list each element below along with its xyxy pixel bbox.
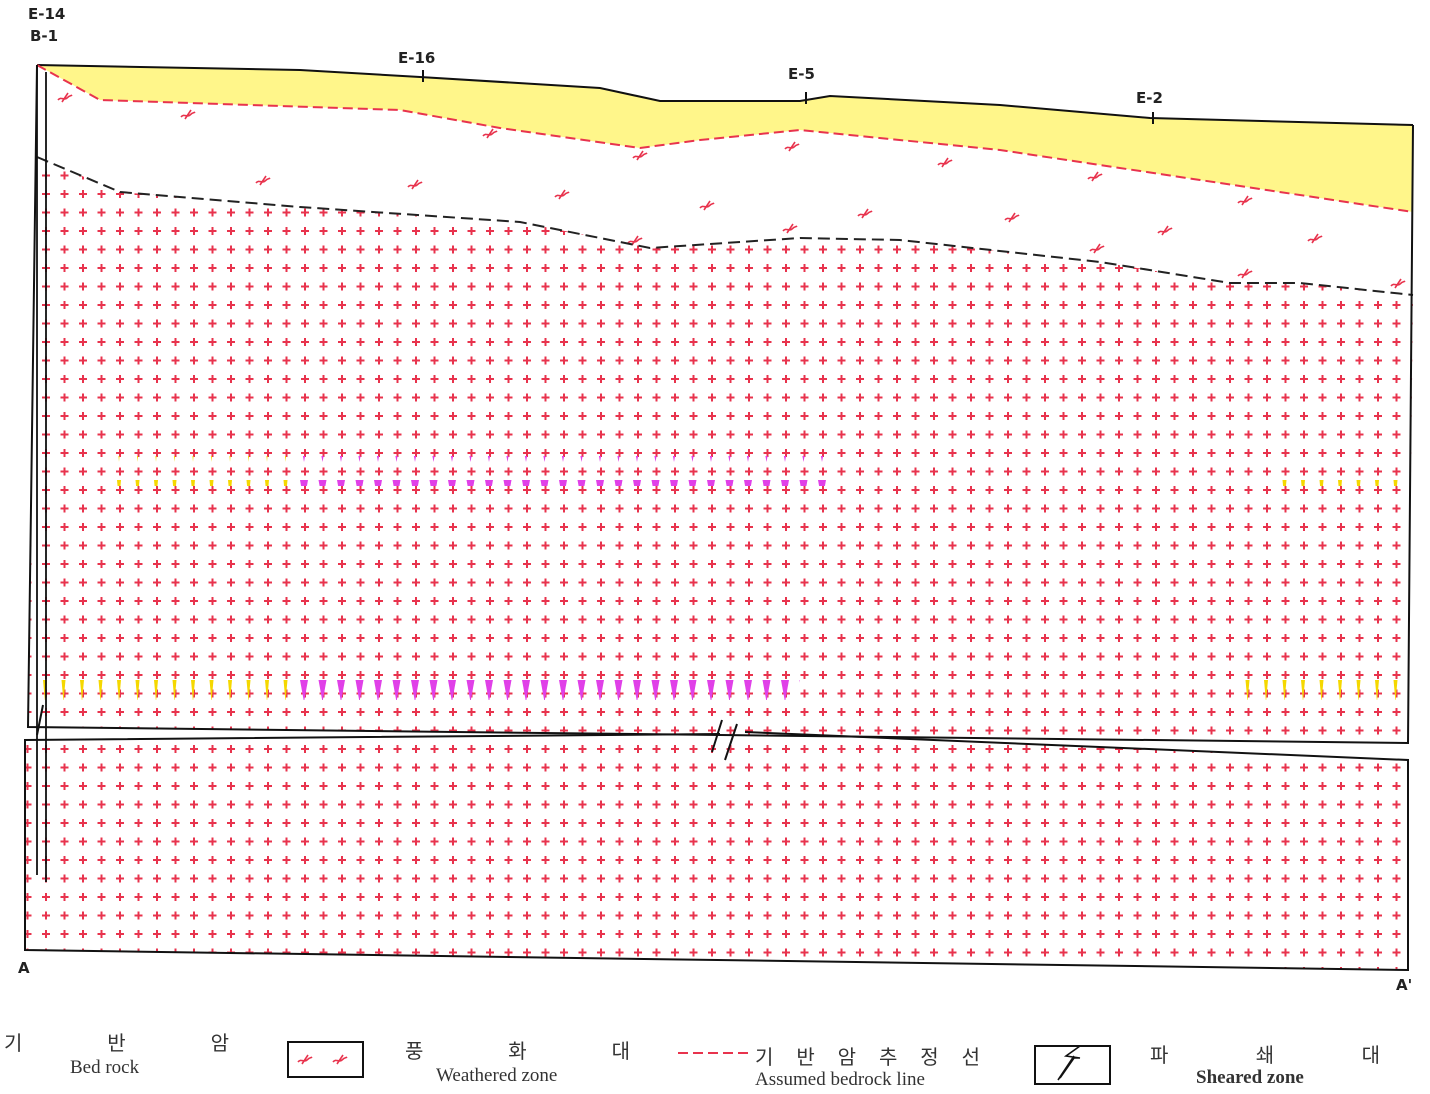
borehole-label: E-14 [28,5,65,23]
section-start: A [18,959,30,977]
legend-english: Weathered zone [436,1065,557,1086]
surface-line [36,64,1414,126]
weathered-mark [1237,195,1253,206]
weathered-mark [1087,171,1103,182]
legend-korean: 풍 화 대 [405,1039,630,1063]
band-yellow [105,456,295,486]
bedrock-line [36,156,1414,296]
weathered-mark [1157,225,1173,236]
legend-korean: 파 쇄 대 [1150,1043,1380,1067]
weathered-mark [180,109,196,120]
band-magenta [290,672,800,700]
band-yellow [1270,462,1410,486]
section-end: A' [1396,976,1412,994]
weathered-mark [1004,212,1020,223]
break-mark [36,704,738,761]
legend-english: Assumed bedrock line [755,1069,925,1090]
bedrock-fill [28,157,1413,743]
weathered-mark [482,128,498,139]
weathered-mark [784,141,800,152]
weathered-mark [1237,268,1253,279]
weathered-mark [699,200,715,211]
soil-layer [37,65,1413,212]
borehole-label: E-16 [398,49,435,67]
weathered-mark [857,208,873,219]
assumed-bedrock-line [36,64,1414,213]
legend-swatch [287,1041,364,1078]
weathered-mark [255,175,271,186]
weathered-mark [782,223,798,234]
band-yellow [1235,676,1410,700]
band-yellow [30,672,290,700]
borehole-label: E-2 [1136,89,1163,107]
weathered-mark [1390,278,1406,289]
borehole-label: E-5 [788,65,815,83]
weathered-mark [632,150,648,161]
weathered-mark [937,157,953,168]
weathered-mark [554,189,570,200]
legend-korean: 기 반 암 [4,1031,229,1055]
weathered-mark [1307,233,1323,244]
band-magenta [290,456,830,486]
borehole [36,65,47,882]
borehole-ticks [422,70,1154,124]
bedrock-fill-lower [25,732,1408,970]
legend-korean: 기 반 암 추 정 선 [755,1045,980,1069]
section-outline-lower [24,731,1409,972]
weathered-mark [57,92,73,103]
legend-english: Sheared zone [1196,1067,1304,1088]
weathered-mark [1089,243,1105,254]
weathered-mark [407,179,423,190]
borehole-label: B-1 [30,27,58,45]
legend-english: Bed rock [70,1057,140,1078]
legend-swatch [1034,1045,1111,1085]
